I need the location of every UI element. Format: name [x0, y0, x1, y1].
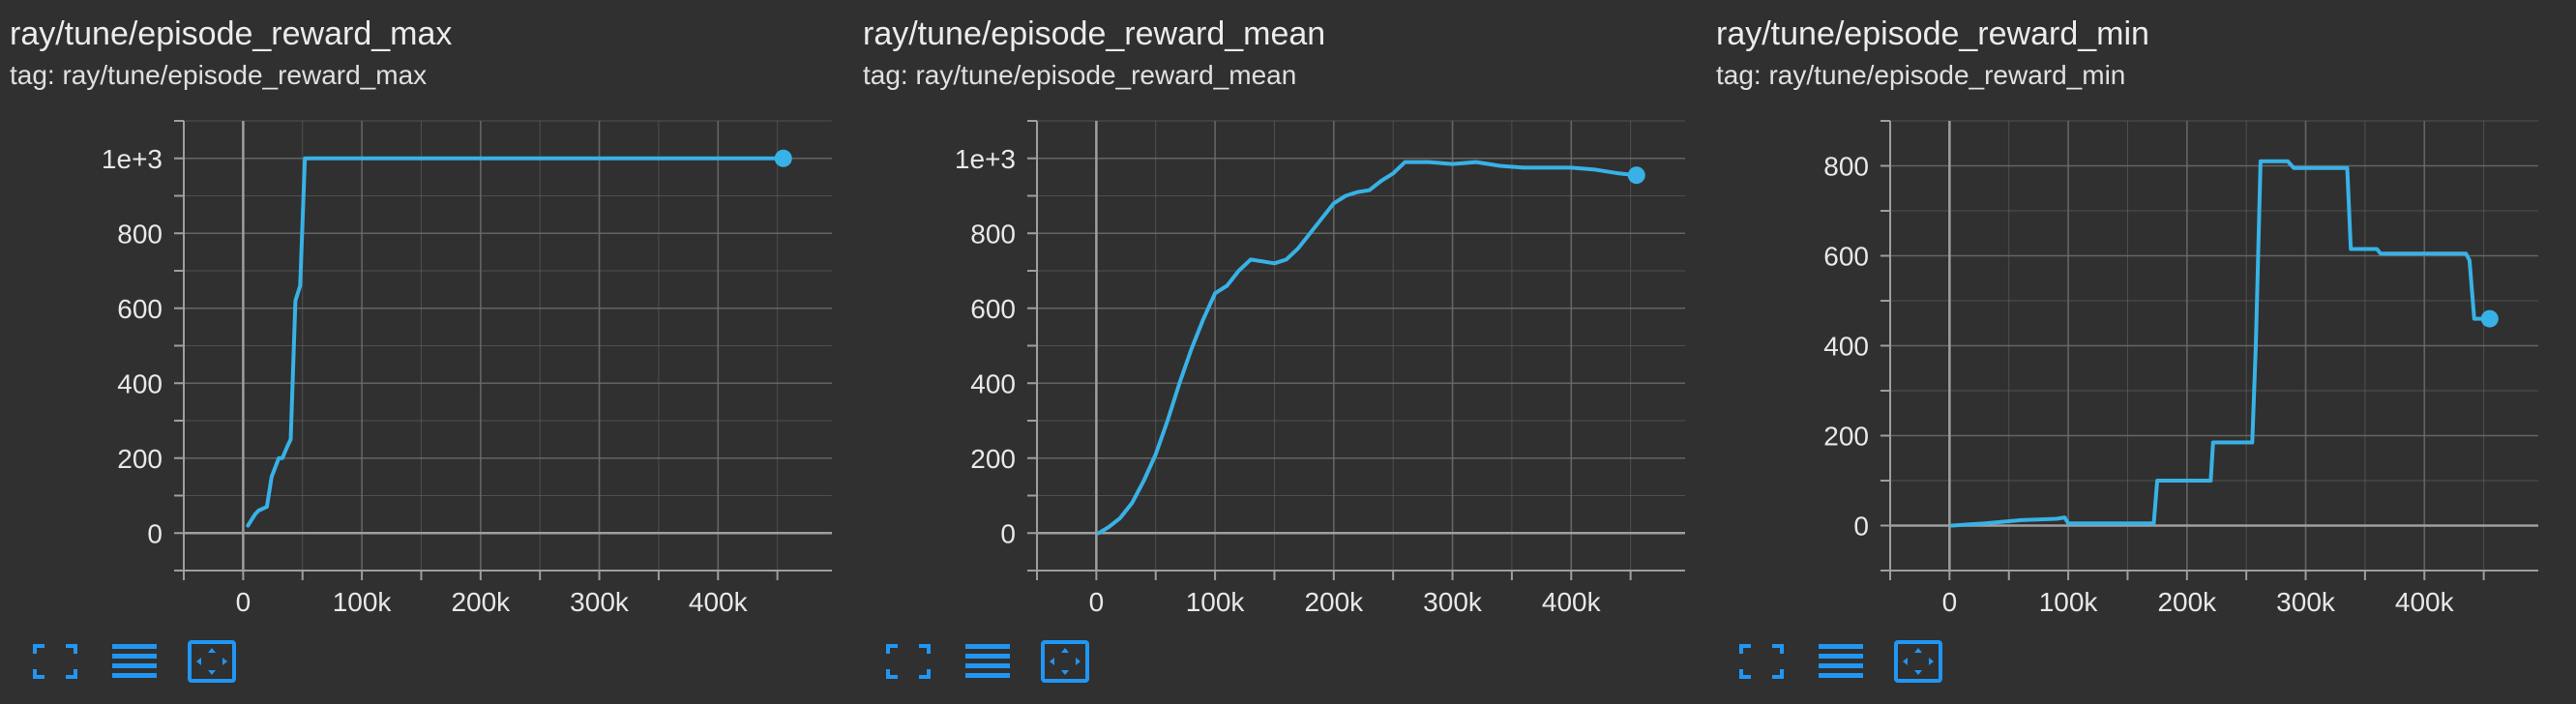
- fit-domain-icon: [1894, 640, 1942, 683]
- x-tick-label: 100k: [2039, 587, 2099, 617]
- toggle-log-scale-icon: [1819, 644, 1863, 678]
- y-tick-label: 200: [1823, 422, 1869, 452]
- toggle-log-scale-icon: [112, 644, 157, 678]
- line-chart[interactable]: 0 100k 200k 300k 400k 0 200 400 600 800 1e+3: [853, 0, 1685, 629]
- x-tick-label: 400k: [689, 587, 749, 617]
- chart-panel-reward-min: ray/tune/episode_reward_min tag: ray/tun…: [1706, 0, 2538, 704]
- fullscreen-icon: [1739, 644, 1784, 679]
- x-tick-label: 200k: [2157, 587, 2217, 617]
- x-tick-label: 300k: [570, 587, 630, 617]
- y-tick-label: 600: [1823, 242, 1869, 272]
- fit-domain-button[interactable]: [1039, 638, 1091, 685]
- y-tick-label: 0: [1000, 518, 1016, 548]
- grid: [183, 120, 832, 572]
- y-tick-label: 600: [970, 294, 1016, 324]
- x-tick-label: 100k: [333, 587, 393, 617]
- series-line[interactable]: [1096, 160, 1639, 536]
- fullscreen-button[interactable]: [882, 638, 934, 685]
- chart-title: ray/tune/episode_reward_mean: [863, 15, 1326, 52]
- y-tick-label: 800: [970, 219, 1016, 249]
- fullscreen-icon: [33, 644, 77, 679]
- x-tick-label: 0: [1089, 587, 1105, 617]
- chart-title: ray/tune/episode_reward_max: [10, 15, 453, 52]
- y-tick-label: 800: [1823, 152, 1869, 182]
- toggle-log-scale-button[interactable]: [962, 638, 1014, 685]
- x-tick-label: 200k: [451, 587, 511, 617]
- chart-panel-reward-mean: ray/tune/episode_reward_mean tag: ray/tu…: [853, 0, 1685, 704]
- chart-tag: tag: ray/tune/episode_reward_max: [10, 60, 428, 90]
- series-last-point[interactable]: [2480, 309, 2499, 328]
- series-last-point[interactable]: [774, 149, 792, 167]
- y-tick-label: 0: [1853, 512, 1869, 542]
- series-line[interactable]: [1949, 159, 2492, 528]
- series-last-point[interactable]: [1627, 166, 1645, 185]
- fit-domain-button[interactable]: [1892, 638, 1944, 685]
- x-tick-label: 0: [1942, 587, 1958, 617]
- toggle-log-scale-button[interactable]: [1815, 638, 1867, 685]
- y-tick-label: 200: [117, 444, 163, 474]
- x-tick-label: 300k: [1423, 587, 1483, 617]
- chart-tag: tag: ray/tune/episode_reward_min: [1716, 60, 2126, 90]
- x-tick-label: 100k: [1186, 587, 1246, 617]
- y-tick-label: 600: [117, 294, 163, 324]
- x-tick-label: 0: [236, 587, 252, 617]
- x-tick-label: 300k: [2276, 587, 2336, 617]
- x-tick-label: 400k: [2395, 587, 2455, 617]
- chart-title: ray/tune/episode_reward_min: [1716, 15, 2149, 52]
- y-tick-label: 800: [117, 219, 163, 249]
- line-chart[interactable]: 0 100k 200k 300k 400k 0 200 400 600 800 1e+3: [0, 0, 832, 629]
- chart-panel-reward-max: ray/tune/episode_reward_max tag: ray/tun…: [0, 0, 832, 704]
- y-tick-label: 1e+3: [102, 144, 163, 174]
- fullscreen-icon: [886, 644, 931, 679]
- y-tick-label: 1e+3: [955, 144, 1016, 174]
- fullscreen-button[interactable]: [29, 638, 81, 685]
- x-tick-label: 400k: [1542, 587, 1602, 617]
- toggle-log-scale-button[interactable]: [108, 638, 161, 685]
- fit-domain-icon: [1041, 640, 1089, 683]
- y-tick-label: 200: [970, 444, 1016, 474]
- chart-tag: tag: ray/tune/episode_reward_mean: [863, 60, 1297, 90]
- y-tick-label: 400: [117, 368, 163, 398]
- grid: [1889, 120, 2538, 572]
- y-tick-label: 400: [970, 368, 1016, 398]
- fit-domain-button[interactable]: [186, 638, 238, 685]
- line-chart[interactable]: 0 100k 200k 300k 400k 0 200 400 600 800: [1706, 0, 2538, 629]
- x-tick-label: 200k: [1304, 587, 1364, 617]
- toggle-log-scale-icon: [965, 644, 1010, 678]
- fit-domain-icon: [188, 640, 236, 683]
- fullscreen-button[interactable]: [1735, 638, 1788, 685]
- y-tick-label: 0: [147, 518, 163, 548]
- series-line[interactable]: [246, 156, 785, 528]
- grid: [1036, 120, 1685, 572]
- y-tick-label: 400: [1823, 332, 1869, 362]
